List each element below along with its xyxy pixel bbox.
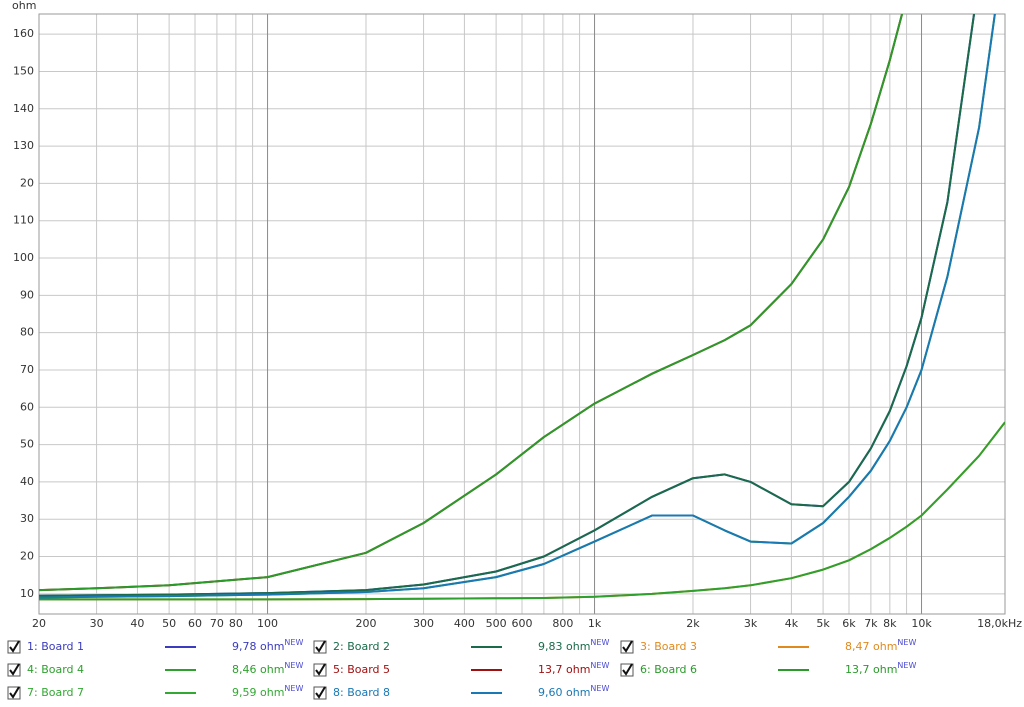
y-tick-label: 140 (13, 102, 34, 115)
y-tick-label: 80 (20, 326, 34, 339)
legend-badge: NEW (590, 661, 609, 670)
legend-name: 2: Board 2 (333, 640, 390, 653)
checkmark (9, 663, 20, 676)
x-tick-label: 30 (90, 617, 104, 630)
x-tick-label: 80 (229, 617, 243, 630)
legend-name: 5: Board 5 (333, 663, 390, 676)
legend-value: 9,78 ohmNEW (232, 638, 303, 654)
legend-value-text: 9,60 ohm (538, 686, 590, 699)
legend-name: 3: Board 3 (640, 640, 697, 653)
x-tick-label: 400 (454, 617, 475, 630)
checkmark (315, 686, 326, 699)
legend-value: 9,60 ohmNEW (538, 684, 609, 700)
y-tick-label: 70 (20, 363, 34, 376)
y-tick-label: 10 (20, 587, 34, 600)
x-tick-label: 3k (744, 617, 758, 630)
legend-value-text: 8,47 ohm (845, 640, 897, 653)
legend-badge: NEW (897, 638, 916, 647)
x-tick-label: 40 (130, 617, 144, 630)
x-tick-label: 6k (842, 617, 856, 630)
checkmark (9, 640, 20, 653)
x-tick-label: 8k (883, 617, 897, 630)
checkmark (315, 640, 326, 653)
legend-badge: NEW (284, 684, 303, 693)
checkmark (622, 640, 633, 653)
series-line (39, 14, 976, 597)
legend-value: 9,59 ohmNEW (232, 684, 303, 700)
legend-badge: NEW (590, 684, 609, 693)
legend-badge: NEW (284, 638, 303, 647)
y-tick-label: 90 (20, 288, 34, 301)
x-tick-label: 5k (816, 617, 830, 630)
y-tick-label: 150 (13, 64, 34, 77)
x-tick-label: 18,0kHz (977, 617, 1022, 630)
x-tick-label: 800 (552, 617, 573, 630)
y-tick-label: 40 (20, 475, 34, 488)
y-tick-label: 160 (13, 27, 34, 40)
legend-value: 8,47 ohmNEW (845, 638, 916, 654)
legend-value-text: 9,83 ohm (538, 640, 590, 653)
series-line (39, 14, 996, 599)
checkmark (622, 663, 633, 676)
checkmark (315, 663, 326, 676)
x-tick-label: 4k (785, 617, 799, 630)
x-tick-label: 300 (413, 617, 434, 630)
legend-value-text: 13,7 ohm (538, 663, 590, 676)
x-tick-label: 50 (162, 617, 176, 630)
x-tick-label: 600 (512, 617, 533, 630)
y-tick-label: 50 (20, 438, 34, 451)
y-tick-label: 30 (20, 512, 34, 525)
x-tick-label: 70 (210, 617, 224, 630)
series-line (39, 14, 904, 592)
legend-value-text: 9,59 ohm (232, 686, 284, 699)
legend-badge: NEW (284, 661, 303, 670)
legend-value: 8,46 ohmNEW (232, 661, 303, 677)
x-tick-label: 100 (257, 617, 278, 630)
legend-value: 9,83 ohmNEW (538, 638, 609, 654)
legend-name: 6: Board 6 (640, 663, 697, 676)
x-tick-label: 10k (911, 617, 932, 630)
plot-lines (39, 14, 1005, 601)
plot-frame (38, 13, 1006, 615)
checkmark (9, 686, 20, 699)
legend-value-text: 9,78 ohm (232, 640, 284, 653)
legend-name: 8: Board 8 (333, 686, 390, 699)
legend-value-text: 13,7 ohm (845, 663, 897, 676)
x-tick-label: 1k (588, 617, 602, 630)
legend-value-text: 8,46 ohm (232, 663, 284, 676)
x-tick-label: 20 (32, 617, 46, 630)
y-tick-label: 130 (13, 139, 34, 152)
y-tick-label: 60 (20, 400, 34, 413)
y-tick-label: 110 (13, 214, 34, 227)
y-tick-label: 100 (13, 251, 34, 264)
legend-value: 13,7 ohmNEW (845, 661, 916, 677)
y-unit: ohm (12, 0, 36, 12)
x-tick-label: 7k (864, 617, 878, 630)
x-tick-label: 500 (486, 617, 507, 630)
legend-badge: NEW (897, 661, 916, 670)
legend-badge: NEW (590, 638, 609, 647)
x-tick-label: 200 (355, 617, 376, 630)
x-tick-label: 2k (686, 617, 700, 630)
series-line (39, 421, 1005, 601)
legend-name: 1: Board 1 (27, 640, 84, 653)
x-tick-label: 60 (188, 617, 202, 630)
y-tick-label: 20 (20, 550, 34, 563)
y-tick-label: 20 (20, 176, 34, 189)
legend-name: 7: Board 7 (27, 686, 84, 699)
legend-name: 4: Board 4 (27, 663, 84, 676)
legend-value: 13,7 ohmNEW (538, 661, 609, 677)
